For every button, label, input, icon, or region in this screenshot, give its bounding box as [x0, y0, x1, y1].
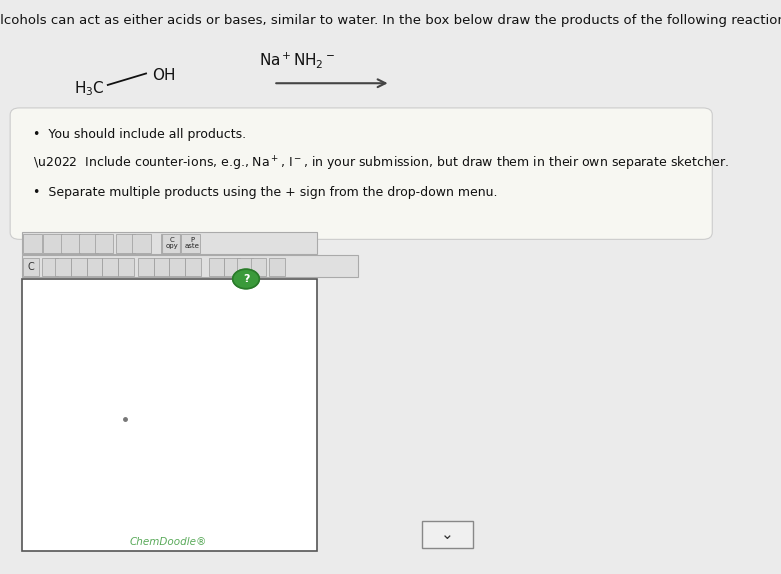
FancyBboxPatch shape — [181, 234, 200, 253]
FancyBboxPatch shape — [209, 258, 224, 276]
FancyBboxPatch shape — [269, 258, 285, 276]
Text: •  You should include all products.: • You should include all products. — [33, 129, 246, 141]
Circle shape — [233, 269, 259, 289]
FancyBboxPatch shape — [237, 258, 253, 276]
FancyBboxPatch shape — [55, 258, 71, 276]
FancyBboxPatch shape — [185, 258, 201, 276]
FancyBboxPatch shape — [251, 258, 266, 276]
FancyBboxPatch shape — [23, 234, 42, 253]
Text: C: C — [28, 262, 34, 272]
Text: C
opy: C opy — [166, 238, 178, 249]
Text: ⌄: ⌄ — [440, 527, 454, 542]
FancyBboxPatch shape — [10, 108, 712, 239]
Text: ?: ? — [243, 274, 249, 284]
FancyBboxPatch shape — [87, 258, 102, 276]
FancyBboxPatch shape — [132, 234, 151, 253]
Text: •  Separate multiple products using the + sign from the drop-down menu.: • Separate multiple products using the +… — [33, 186, 497, 199]
FancyBboxPatch shape — [95, 234, 113, 253]
FancyBboxPatch shape — [43, 234, 62, 253]
FancyBboxPatch shape — [71, 258, 87, 276]
FancyBboxPatch shape — [138, 258, 154, 276]
Text: Alcohols can act as either acids or bases, similar to water. In the box below dr: Alcohols can act as either acids or base… — [0, 14, 781, 28]
FancyBboxPatch shape — [161, 234, 180, 253]
FancyBboxPatch shape — [422, 521, 473, 548]
Text: ChemDoodle®: ChemDoodle® — [130, 537, 207, 548]
Text: OH: OH — [152, 68, 176, 83]
FancyBboxPatch shape — [154, 258, 169, 276]
FancyBboxPatch shape — [102, 258, 118, 276]
Text: Na$^+$NH$_2$$^-$: Na$^+$NH$_2$$^-$ — [259, 51, 335, 70]
FancyBboxPatch shape — [118, 258, 134, 276]
Text: \u2022  Include counter-ions, e.g., Na$^+$, I$^-$, in your submission, but draw : \u2022 Include counter-ions, e.g., Na$^+… — [33, 154, 729, 173]
FancyBboxPatch shape — [22, 279, 317, 551]
FancyBboxPatch shape — [116, 234, 135, 253]
FancyBboxPatch shape — [224, 258, 240, 276]
FancyBboxPatch shape — [22, 255, 358, 277]
FancyBboxPatch shape — [23, 258, 39, 276]
FancyBboxPatch shape — [22, 232, 317, 254]
FancyBboxPatch shape — [42, 258, 58, 276]
Text: H$_3$C: H$_3$C — [74, 80, 105, 98]
FancyBboxPatch shape — [79, 234, 98, 253]
FancyBboxPatch shape — [169, 258, 185, 276]
Text: P
aste: P aste — [184, 238, 200, 249]
FancyBboxPatch shape — [61, 234, 80, 253]
